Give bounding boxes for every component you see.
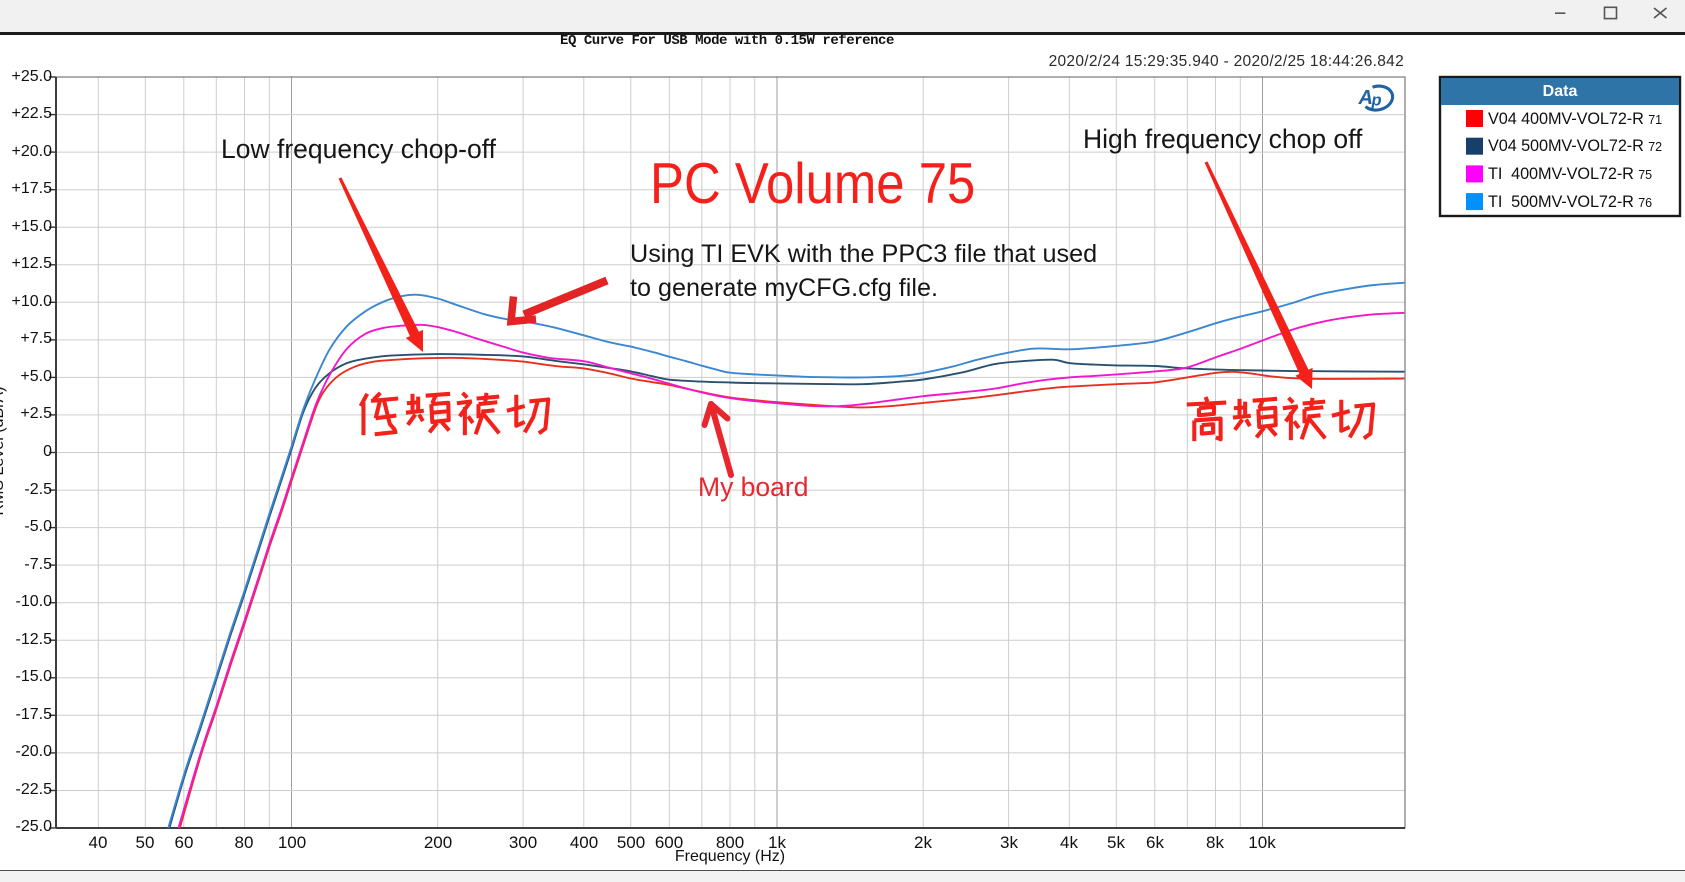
svg-text:A: A xyxy=(1358,87,1372,109)
svg-text:p: p xyxy=(1371,92,1382,110)
